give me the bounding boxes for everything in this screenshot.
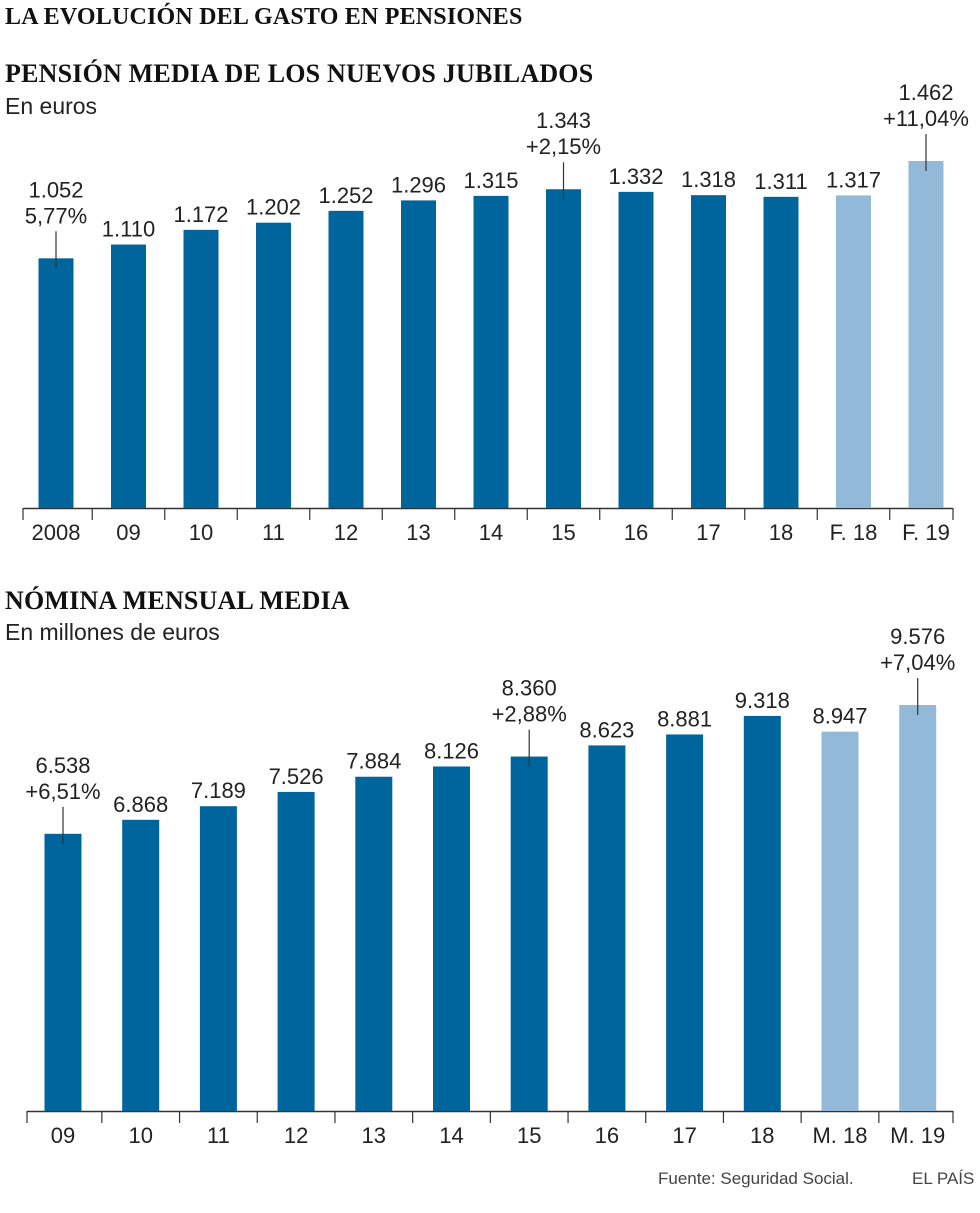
bar <box>821 731 859 1111</box>
data-label: 7.189 <box>191 778 246 803</box>
annotation-value: 1.462 <box>898 80 953 105</box>
x-tick-label: 17 <box>696 520 720 545</box>
chart-1-subtitle: En euros <box>5 93 98 119</box>
bar <box>433 766 470 1111</box>
bar <box>401 200 436 508</box>
data-label: 9.318 <box>735 688 790 713</box>
bar <box>111 244 146 508</box>
x-tick-label: 14 <box>439 1123 463 1148</box>
bar <box>510 756 548 1111</box>
annotation-value: 9.576 <box>890 624 945 649</box>
data-label: 8.623 <box>579 717 634 742</box>
data-label: 1.202 <box>246 195 301 220</box>
bar <box>355 776 393 1111</box>
annotation-change: +2,15% <box>526 134 601 159</box>
chart-1-plot: 2008 5,77%1.052 09 1.110 10 1.172 11 1.202 12 1.2… <box>22 80 969 545</box>
x-tick-label: M. 19 <box>890 1123 945 1148</box>
brand-logo: EL PAÍS <box>912 1169 975 1188</box>
bar <box>122 819 160 1111</box>
data-label: 1.311 <box>754 169 807 194</box>
bar <box>183 229 219 508</box>
bar <box>691 195 726 508</box>
data-label: 8.947 <box>812 704 867 729</box>
x-tick-label: 12 <box>284 1123 308 1148</box>
annotation-change: 5,77% <box>25 203 87 228</box>
chart-2-subtitle: En millones de euros <box>5 619 220 645</box>
bar <box>899 705 937 1111</box>
bar <box>38 258 74 508</box>
x-tick-label: 15 <box>517 1123 541 1148</box>
annotation-change: +7,04% <box>880 650 955 675</box>
annotation-value: 1.052 <box>28 177 83 202</box>
x-tick-label: 14 <box>479 520 503 545</box>
data-label: 1.332 <box>608 164 663 189</box>
bar <box>44 833 82 1111</box>
data-label: 1.315 <box>463 168 518 193</box>
bar <box>199 806 237 1111</box>
bar <box>763 196 799 508</box>
data-label: 7.884 <box>346 749 401 774</box>
annotation-change: +6,51% <box>25 779 100 804</box>
data-label: 1.172 <box>173 202 228 227</box>
x-tick-label: F. 18 <box>830 520 878 545</box>
x-tick-label: 16 <box>595 1123 619 1148</box>
x-tick-label: 11 <box>262 520 285 545</box>
annotation-value: 8.360 <box>502 676 557 701</box>
x-tick-label: 09 <box>51 1123 75 1148</box>
chart-1-title: PENSIÓN MEDIA DE LOS NUEVOS JUBILADOS <box>5 59 594 88</box>
data-label: 6.868 <box>113 792 168 817</box>
x-tick-label: 16 <box>624 520 648 545</box>
bar <box>743 715 781 1111</box>
bar <box>666 734 704 1111</box>
x-tick-label: 13 <box>362 1123 386 1148</box>
bar <box>588 745 626 1111</box>
data-label: 8.126 <box>424 738 479 763</box>
data-label: 1.318 <box>681 167 736 192</box>
data-label: 1.252 <box>318 183 373 208</box>
x-tick-label: 13 <box>406 520 430 545</box>
x-tick-label: 15 <box>551 520 575 545</box>
data-label: 7.526 <box>269 764 324 789</box>
bar <box>328 210 364 508</box>
x-tick-label: M. 18 <box>812 1123 867 1148</box>
bar <box>473 195 509 508</box>
x-tick-label: F. 19 <box>902 520 950 545</box>
bar <box>836 195 871 508</box>
bar <box>908 161 944 508</box>
source-note: Fuente: Seguridad Social. <box>658 1169 854 1188</box>
chart-2-plot: 09 +6,51%6.538 10 6.868 11 7.189 12 7.526 13 7.88… <box>25 624 955 1148</box>
x-tick-label: 17 <box>672 1123 696 1148</box>
x-tick-label: 12 <box>334 520 358 545</box>
x-tick-label: 10 <box>128 1123 152 1148</box>
annotation-change: +2,88% <box>492 702 567 727</box>
annotation-value: 6.538 <box>35 753 90 778</box>
bar <box>277 791 315 1111</box>
data-label: 1.296 <box>391 172 446 197</box>
chart-2-title: NÓMINA MENSUAL MEDIA <box>5 586 350 615</box>
x-tick-label: 09 <box>116 520 140 545</box>
bar <box>256 222 291 508</box>
bar <box>618 191 654 509</box>
data-label: 8.881 <box>657 706 712 731</box>
annotation-value: 1.343 <box>536 108 591 133</box>
page-title: LA EVOLUCIÓN DEL GASTO EN PENSIONES <box>5 4 523 30</box>
x-tick-label: 10 <box>189 520 213 545</box>
annotation-change: +11,04% <box>883 106 969 131</box>
x-tick-label: 18 <box>750 1123 774 1148</box>
x-tick-label: 11 <box>207 1123 230 1148</box>
data-label: 1.317 <box>826 167 881 192</box>
data-label: 1.110 <box>102 217 155 242</box>
bar <box>546 189 581 508</box>
x-tick-label: 18 <box>769 520 793 545</box>
x-tick-label: 2008 <box>32 520 81 545</box>
